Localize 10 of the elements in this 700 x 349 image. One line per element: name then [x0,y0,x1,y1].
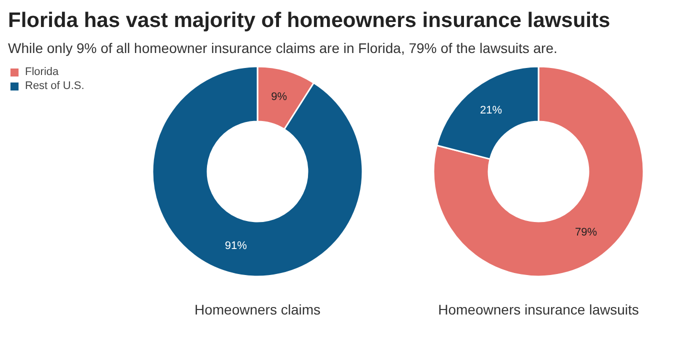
text: Homeowners claims [194,302,321,318]
legend-label: Florida [25,66,59,78]
data-label: 79% [574,226,598,239]
data-label: 21% [480,104,502,116]
data-label: 91% [224,240,248,252]
chart-subtitle: While only 9% of all homeowner insurance claims are in Florida, 79% of the lawsuits are. [8,39,558,58]
legend-label: Rest of U.S. [25,80,84,92]
text: Homeowners insurance lawsuits [438,302,639,318]
chart-title: Florida has vast majority of homeowners insurance lawsuits [8,8,610,34]
data-label: 9% [271,91,288,104]
